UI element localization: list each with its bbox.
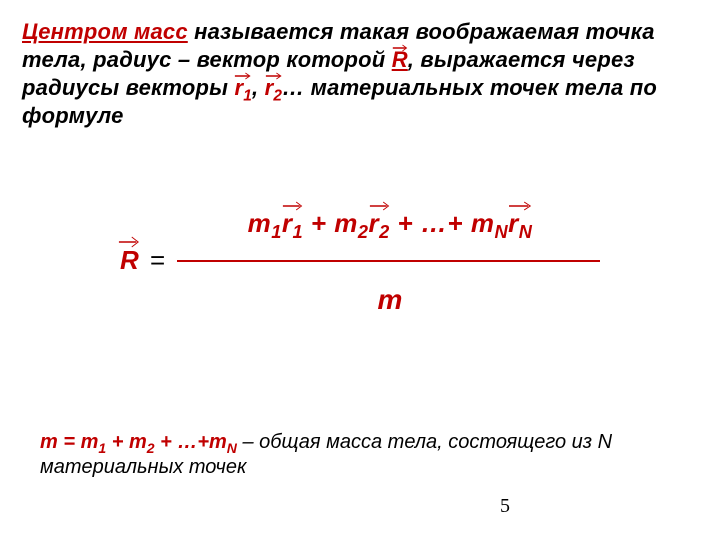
intro-paragraph: Центром масс называется такая воображаем…	[22, 18, 698, 131]
vector-r2-sub: 2	[273, 88, 282, 105]
num-m2-sub: 2	[358, 222, 369, 242]
fn-m-eq: m = m	[40, 431, 98, 453]
page-number: 5	[500, 495, 510, 518]
formula-lhs: R =	[120, 245, 173, 276]
term-center-of-mass: Центром масс	[22, 19, 188, 44]
num-rN-vec: rN	[508, 208, 532, 239]
vector-R-inline: R	[392, 47, 408, 72]
equals-sign: =	[146, 245, 173, 275]
arrow-icon	[118, 235, 140, 249]
num-r2-sub: 2	[379, 222, 390, 242]
num-rN: r	[508, 208, 519, 238]
lhs-R-vec: R	[120, 245, 139, 276]
formula-block: m1r1 + m2r2 + …+ mNrN R = m	[120, 208, 600, 316]
num-mN-sub: N	[494, 222, 508, 242]
vector-r2-inline: r2	[265, 75, 283, 100]
formula-denominator: m	[120, 276, 600, 316]
fn-s1: 1	[98, 440, 106, 456]
intro-comma: ,	[252, 75, 265, 100]
vector-r1-sub: 1	[243, 88, 252, 105]
fn-p2: + …+m	[155, 431, 227, 453]
footnote: m = m1 + m2 + …+mN – общая масса тела, с…	[40, 430, 680, 480]
num-m2: m	[334, 208, 358, 238]
vector-r1-inline: r1	[234, 75, 252, 100]
fn-sN: N	[227, 440, 237, 456]
arrow-icon	[265, 71, 283, 81]
num-m1: m	[248, 208, 272, 238]
num-rN-sub: N	[519, 222, 533, 242]
arrow-icon	[234, 71, 252, 81]
fn-s2: 2	[147, 440, 155, 456]
formula-lhs-row: R =	[120, 245, 600, 276]
slide: Центром масс называется такая воображаем…	[0, 0, 720, 540]
num-r1-sub: 1	[293, 222, 304, 242]
num-plus1: +	[303, 208, 334, 238]
num-r2-vec: r2	[369, 208, 390, 239]
arrow-icon	[369, 200, 390, 212]
arrow-icon	[508, 200, 532, 212]
arrow-icon	[282, 200, 303, 212]
arrow-icon	[392, 43, 408, 53]
fn-p1: + m	[106, 431, 147, 453]
lhs-R: R	[120, 245, 139, 275]
num-r1-vec: r1	[282, 208, 303, 239]
fraction-bar	[177, 260, 600, 262]
num-m1-sub: 1	[271, 222, 282, 242]
num-r2: r	[369, 208, 380, 238]
formula-numerator: m1r1 + m2r2 + …+ mNrN	[120, 208, 600, 245]
num-mN: m	[471, 208, 495, 238]
num-r1: r	[282, 208, 293, 238]
num-plusdots: + …+	[390, 208, 471, 238]
footnote-lhs: m = m1 + m2 + …+mN	[40, 431, 242, 453]
